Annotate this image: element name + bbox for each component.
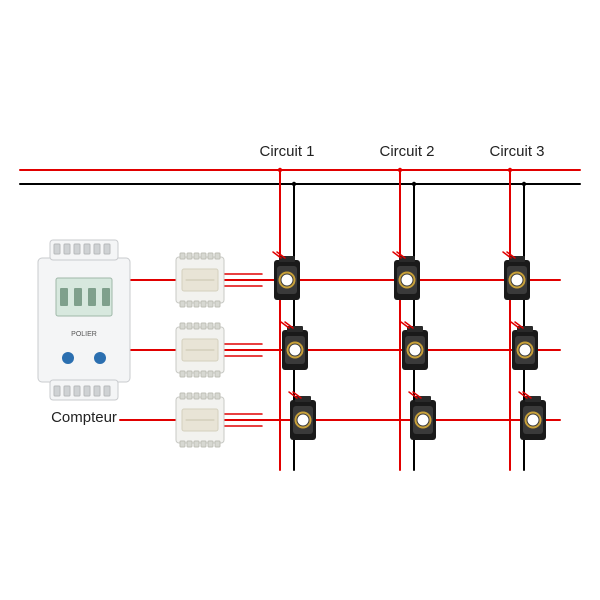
current-transformer	[281, 322, 308, 370]
meter-label: Compteur	[51, 409, 117, 426]
meter-brand-label: POLIER	[71, 331, 97, 338]
energy-meter: POLIER	[38, 240, 130, 400]
meter-button-1	[62, 352, 74, 364]
meter-button-2	[94, 352, 106, 364]
circuit-label-3: Circuit 3	[489, 143, 544, 160]
current-transformer	[503, 252, 530, 300]
signal-transformer	[176, 393, 224, 447]
current-transformer	[401, 322, 428, 370]
current-transformer	[511, 322, 538, 370]
signal-transformer	[176, 253, 224, 307]
current-transformer	[393, 252, 420, 300]
signal-transformer	[176, 323, 224, 377]
circuit-label-2: Circuit 2	[379, 143, 434, 160]
current-transformer	[273, 252, 300, 300]
circuit-label-1: Circuit 1	[259, 143, 314, 160]
